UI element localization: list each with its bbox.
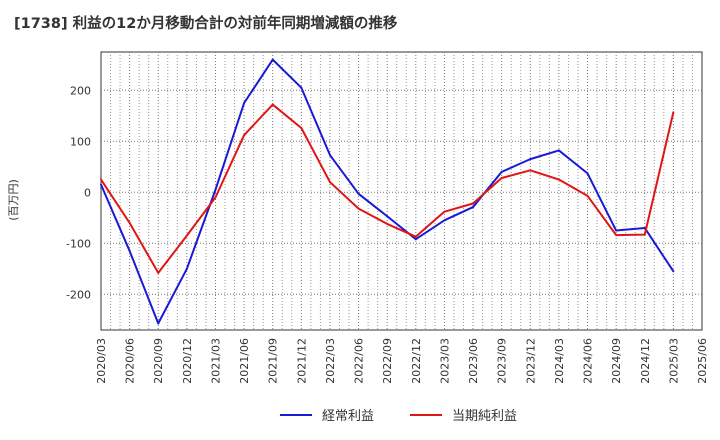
x-tick-label: 2020/06 <box>124 338 137 384</box>
data-point <box>500 170 503 173</box>
x-tick-label: 2025/03 <box>667 338 680 384</box>
x-tick-label: 2020/12 <box>181 338 194 384</box>
data-point <box>100 183 102 186</box>
data-point <box>386 215 389 218</box>
data-point <box>672 270 675 273</box>
x-tick-label: 2025/06 <box>696 338 709 384</box>
y-tick-label: -100 <box>66 237 91 250</box>
data-point <box>586 172 589 175</box>
data-point <box>300 86 303 89</box>
data-point <box>271 103 274 106</box>
data-point <box>157 271 160 274</box>
x-tick-label: 2021/12 <box>295 338 308 384</box>
data-point <box>271 58 274 61</box>
data-point <box>615 229 618 232</box>
data-point <box>357 207 360 210</box>
data-point <box>529 169 532 172</box>
data-point <box>414 235 417 238</box>
x-tick-label: 2023/03 <box>438 338 451 384</box>
data-point <box>243 102 246 105</box>
legend-label: 経常利益 <box>322 409 374 424</box>
data-point <box>328 154 331 157</box>
data-point <box>328 181 331 184</box>
x-tick-label: 2020/09 <box>152 338 165 384</box>
x-axis-ticks: 2020/03 2020/06 2020/09 2020/12 2021/03 2021/… <box>95 338 709 384</box>
data-point <box>472 202 475 205</box>
x-tick-label: 2022/03 <box>324 338 337 384</box>
data-point <box>243 134 246 137</box>
y-tick-label: 100 <box>70 135 91 148</box>
data-point <box>557 149 560 152</box>
chart-title: [1738] 利益の12か月移動合計の対前年同期増減額の推移 <box>14 16 398 32</box>
x-tick-label: 2024/03 <box>553 338 566 384</box>
data-point <box>214 196 217 199</box>
data-point <box>615 234 618 237</box>
data-point <box>300 127 303 130</box>
data-point <box>500 176 503 179</box>
data-point <box>529 158 532 161</box>
data-point <box>128 249 131 252</box>
data-point <box>386 222 389 225</box>
data-point <box>672 111 675 114</box>
x-tick-label: 2023/09 <box>496 338 509 384</box>
data-point <box>128 221 131 224</box>
x-tick-label: 2022/06 <box>353 338 366 384</box>
x-tick-label: 2021/06 <box>238 338 251 384</box>
series-lines <box>100 58 675 325</box>
x-tick-label: 2022/12 <box>410 338 423 384</box>
x-tick-label: 2024/09 <box>610 338 623 384</box>
data-point <box>643 233 646 236</box>
y-tick-label: -200 <box>66 288 91 301</box>
data-point <box>100 178 102 181</box>
y-tick-label: 0 <box>84 186 91 199</box>
data-point <box>214 188 217 191</box>
x-tick-label: 2021/09 <box>267 338 280 384</box>
plot-area <box>100 51 703 331</box>
y-tick-label: 200 <box>70 84 91 97</box>
data-point <box>157 322 160 325</box>
y-axis-label: (百万円) <box>7 179 20 221</box>
data-point <box>185 234 188 237</box>
y-axis-ticks: 200 100 0 -100 -200 <box>66 84 91 301</box>
data-point <box>443 219 446 222</box>
x-tick-label: 2023/12 <box>524 338 537 384</box>
data-point <box>586 194 589 197</box>
data-point <box>443 210 446 213</box>
data-point <box>185 267 188 270</box>
data-point <box>472 206 475 209</box>
data-point <box>414 238 417 241</box>
legend-label: 当期純利益 <box>452 409 517 424</box>
legend: 経常利益 当期純利益 <box>280 409 517 424</box>
x-tick-label: 2023/06 <box>467 338 480 384</box>
data-point <box>557 178 560 181</box>
data-point <box>357 192 360 195</box>
x-tick-label: 2020/03 <box>95 338 108 384</box>
x-tick-label: 2021/03 <box>209 338 222 384</box>
x-tick-label: 2022/09 <box>381 338 394 384</box>
x-tick-label: 2024/06 <box>582 338 595 384</box>
x-tick-label: 2024/12 <box>639 338 652 384</box>
